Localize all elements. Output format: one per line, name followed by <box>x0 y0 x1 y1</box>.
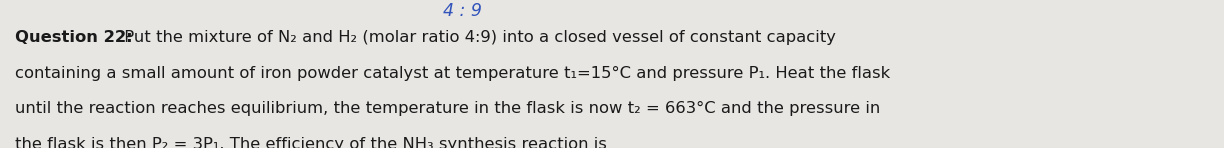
Text: containing a small amount of iron powder catalyst at temperature t₁=15°C and pre: containing a small amount of iron powder… <box>15 66 890 81</box>
Text: Put the mixture of N₂ and H₂ (molar ratio 4:9) into a closed vessel of constant : Put the mixture of N₂ and H₂ (molar rati… <box>119 30 836 45</box>
Text: 4 : 9: 4 : 9 <box>443 2 482 20</box>
Text: Question 22:: Question 22: <box>15 30 132 45</box>
Text: until the reaction reaches equilibrium, the temperature in the flask is now t₂ =: until the reaction reaches equilibrium, … <box>15 101 880 116</box>
Text: the flask is then P₂ = 3P₁. The efficiency of the NH₃ synthesis reaction is: the flask is then P₂ = 3P₁. The efficien… <box>15 137 607 148</box>
